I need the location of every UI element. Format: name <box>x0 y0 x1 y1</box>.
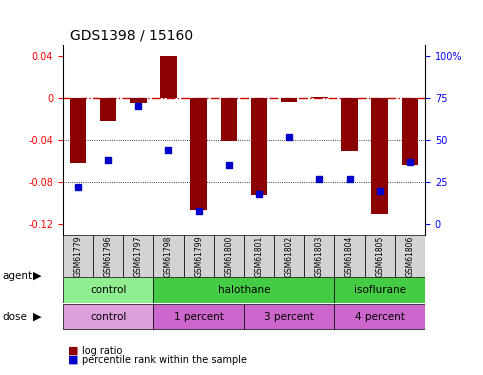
Text: ■: ■ <box>68 355 78 365</box>
FancyBboxPatch shape <box>93 235 123 277</box>
Text: GSM61796: GSM61796 <box>103 235 113 277</box>
Text: ▶: ▶ <box>33 271 42 280</box>
FancyBboxPatch shape <box>334 278 425 303</box>
Bar <box>311 97 327 98</box>
Text: agent: agent <box>2 271 32 280</box>
Bar <box>221 98 237 141</box>
Bar <box>341 98 358 150</box>
Bar <box>251 98 267 195</box>
FancyBboxPatch shape <box>244 235 274 277</box>
FancyBboxPatch shape <box>395 235 425 277</box>
Text: 1 percent: 1 percent <box>174 312 224 322</box>
Text: GSM61779: GSM61779 <box>73 235 83 277</box>
FancyBboxPatch shape <box>63 235 93 277</box>
Text: GSM61800: GSM61800 <box>224 235 233 277</box>
FancyBboxPatch shape <box>334 235 365 277</box>
Bar <box>100 98 116 121</box>
Text: isoflurane: isoflurane <box>354 285 406 295</box>
Text: percentile rank within the sample: percentile rank within the sample <box>82 355 247 365</box>
Text: GSM61803: GSM61803 <box>315 235 324 277</box>
Text: ■: ■ <box>68 346 78 355</box>
Text: 4 percent: 4 percent <box>355 312 405 322</box>
Bar <box>281 98 298 102</box>
FancyBboxPatch shape <box>63 304 154 330</box>
FancyBboxPatch shape <box>274 235 304 277</box>
Bar <box>70 98 86 163</box>
FancyBboxPatch shape <box>123 235 154 277</box>
FancyBboxPatch shape <box>154 235 184 277</box>
Text: GSM61805: GSM61805 <box>375 235 384 277</box>
Text: dose: dose <box>2 312 28 322</box>
Text: GDS1398 / 15160: GDS1398 / 15160 <box>70 28 193 42</box>
Text: GSM61804: GSM61804 <box>345 235 354 277</box>
Bar <box>402 98 418 165</box>
Text: 3 percent: 3 percent <box>264 312 314 322</box>
FancyBboxPatch shape <box>213 235 244 277</box>
Bar <box>160 56 177 98</box>
FancyBboxPatch shape <box>154 304 244 330</box>
FancyBboxPatch shape <box>184 235 213 277</box>
Text: control: control <box>90 312 126 322</box>
Text: log ratio: log ratio <box>82 346 123 355</box>
Bar <box>190 98 207 210</box>
Text: control: control <box>90 285 126 295</box>
Text: GSM61799: GSM61799 <box>194 235 203 277</box>
Text: GSM61801: GSM61801 <box>255 235 264 276</box>
FancyBboxPatch shape <box>334 304 425 330</box>
FancyBboxPatch shape <box>244 304 334 330</box>
Bar <box>130 98 146 103</box>
FancyBboxPatch shape <box>154 278 334 303</box>
Text: GSM61806: GSM61806 <box>405 235 414 277</box>
Text: ▶: ▶ <box>33 312 42 322</box>
Text: GSM61798: GSM61798 <box>164 235 173 277</box>
FancyBboxPatch shape <box>63 278 154 303</box>
Text: halothane: halothane <box>218 285 270 295</box>
FancyBboxPatch shape <box>304 235 334 277</box>
FancyBboxPatch shape <box>365 235 395 277</box>
Bar <box>371 98 388 214</box>
Text: GSM61802: GSM61802 <box>284 235 294 276</box>
Text: GSM61797: GSM61797 <box>134 235 143 277</box>
